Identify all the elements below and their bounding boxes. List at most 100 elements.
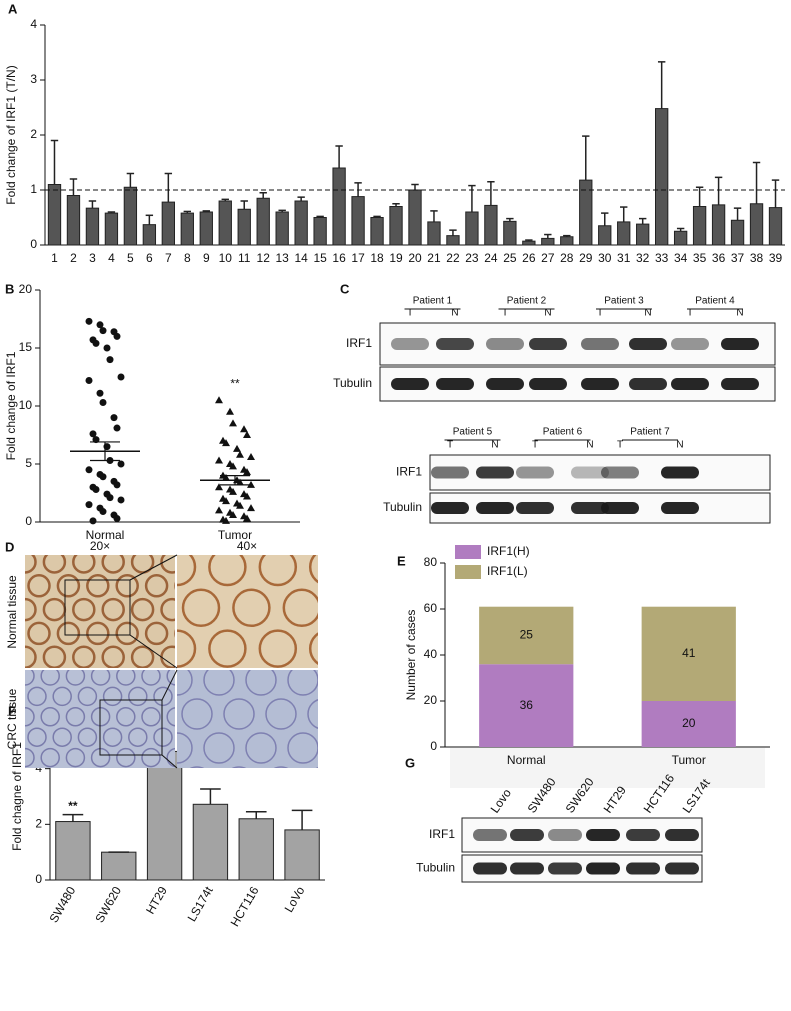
y-tick-label: 15 [19,340,33,354]
bar [768,207,783,246]
panel-label: F [8,703,16,718]
gland [144,621,169,646]
bar [484,204,498,246]
gland [77,727,98,747]
blot-row-label: Tubulin [416,861,455,875]
blot-band [529,338,567,350]
blot-row-label: IRF1 [429,827,455,841]
data-point [99,473,107,481]
tissue-label: Normal tissue [5,575,19,649]
lane-label: HT29 [601,783,629,815]
gland [102,727,123,747]
blot-band [586,862,620,875]
gland [141,707,161,727]
lane-label: N [644,308,651,319]
x-tick-label: 15 [313,251,327,265]
bar [503,220,517,246]
significance-label: ** [68,799,78,813]
y-tick-label: 3 [30,72,37,86]
data-point [243,514,251,522]
data-point [229,419,237,427]
x-tick-label: HCT116 [228,884,262,929]
bar [332,167,346,246]
tissue-label: CRC tissue [5,688,19,749]
bar [351,196,365,246]
x-tick-label: 10 [219,251,233,265]
bar-segment [641,606,736,701]
bar [408,189,422,246]
x-tick-label: HT29 [143,884,170,917]
blot-band [510,829,544,841]
x-tick-label: 24 [484,251,498,265]
legend-label: IRF1(H) [487,544,530,558]
bar [180,212,194,246]
gland [265,698,297,730]
lane-label: N [676,440,683,451]
x-tick-label: 1 [51,251,58,265]
x-tick-label: 25 [503,251,517,265]
value-label: 25 [520,628,534,642]
blot-band [629,338,667,350]
gland [189,766,205,768]
bar-segment [641,701,736,747]
lane-label: T [532,440,538,451]
lane-label: T [502,308,508,319]
bar [370,217,384,246]
y-tick-label: 10 [19,398,33,412]
lane-label: T [447,440,453,451]
y-tick-label: 0 [30,237,37,251]
gland [129,769,147,787]
blot-band [665,862,699,875]
patient-label: Patient 5 [453,427,493,438]
bar [541,237,555,246]
data-point [222,439,230,447]
x-tick-label: Tumor [672,753,706,767]
x-tick-label: LS174t [185,884,216,925]
x-tick-label: SW480 [46,884,78,925]
zoom-line [129,554,178,581]
blot-band [671,338,709,350]
bar [237,208,251,246]
gland [203,670,235,696]
gland [25,645,37,668]
gland [52,727,72,747]
blot-band [431,466,469,479]
x-tick-label: 34 [674,251,688,265]
x-tick-label: 22 [446,251,460,265]
blot-band [571,502,609,514]
y-tick-label: 40 [424,647,438,661]
gland [27,727,47,747]
data-point [99,327,107,335]
data-point [233,444,241,452]
y-tick-label: 1 [30,182,37,196]
data-point [85,501,93,509]
x-tick-label: 4 [108,251,115,265]
data-point [113,515,121,523]
lane-label: T [597,308,603,319]
bar [446,235,460,246]
data-point [106,494,114,502]
blot-band [661,466,699,479]
data-point [222,473,230,481]
blot-band [721,338,759,350]
gland [86,574,110,598]
gland [104,769,122,787]
gland [40,670,60,686]
y-tick-label: 5 [25,456,32,470]
gland [115,621,139,646]
gland [25,555,37,574]
blot-band [581,338,619,350]
bar [389,206,403,246]
gland [258,629,298,668]
x-tick-label: 17 [351,251,365,265]
lane-label: N [491,440,498,451]
bar [85,207,100,246]
bar [192,803,229,881]
patient-label: Patient 3 [604,296,644,307]
data-point [103,344,111,352]
gland [130,555,155,574]
x-tick-label: 2 [70,251,77,265]
gland [78,769,96,787]
blot-band [626,829,660,841]
